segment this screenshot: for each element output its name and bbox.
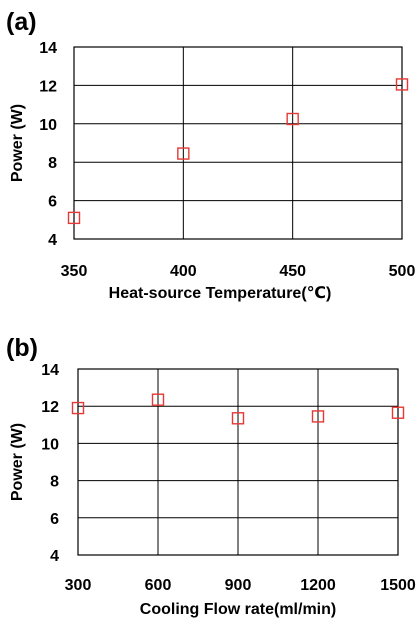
- chart-b: (b) 4 6 8 10 12 14 300 600 900 1200 1500 Cooling …: [6, 334, 416, 618]
- chart-a-points: [67, 78, 409, 225]
- x-tick-label: 900: [225, 577, 252, 594]
- data-point-marker: [177, 147, 190, 160]
- y-tick-label: 14: [41, 362, 59, 379]
- y-tick-label: 8: [50, 474, 59, 491]
- y-tick-label: 4: [48, 232, 57, 249]
- x-tick-label: 300: [65, 577, 92, 594]
- x-tick-label: 350: [61, 263, 88, 280]
- x-tick-label: 1200: [300, 577, 336, 594]
- chart-a: (a) 4 6 8 10 12 14 350 400 450 500 Heat-source T…: [6, 8, 415, 302]
- y-tick-label: 6: [48, 194, 57, 211]
- data-point-marker: [71, 401, 85, 415]
- x-tick-label: 500: [389, 263, 416, 280]
- chart-b-y-title: Power (W): [9, 423, 26, 501]
- y-tick-label: 10: [39, 117, 57, 134]
- chart-a-x-title: Heat-source Temperature(℃): [109, 285, 332, 302]
- chart-b-y-ticks: 4 6 8 10 12 14: [41, 362, 59, 565]
- x-tick-label: 600: [145, 577, 172, 594]
- panel-b-label: (b): [6, 334, 38, 362]
- x-tick-label: 400: [170, 263, 197, 280]
- y-tick-label: 6: [50, 511, 59, 528]
- chart-b-points: [71, 393, 405, 425]
- chart-a-y-title: Power (W): [9, 104, 26, 182]
- x-tick-label: 1500: [380, 577, 416, 594]
- y-tick-label: 4: [50, 548, 59, 565]
- chart-a-y-ticks: 4 6 8 10 12 14: [39, 40, 57, 249]
- chart-b-x-ticks: 300 600 900 1200 1500: [65, 577, 416, 594]
- data-point-marker: [286, 112, 299, 126]
- chart-b-plot-area: [77, 368, 399, 556]
- panel-a-label: (a): [6, 8, 37, 36]
- chart-a-plot-area: [73, 46, 403, 240]
- y-tick-label: 12: [41, 399, 59, 416]
- chart-b-x-title: Cooling Flow rate(ml/min): [140, 601, 336, 618]
- data-point-marker: [67, 211, 81, 225]
- y-tick-label: 8: [48, 155, 57, 172]
- data-point-marker: [231, 412, 245, 425]
- data-point-marker: [395, 78, 409, 91]
- y-tick-label: 14: [39, 40, 57, 57]
- data-point-marker: [151, 393, 165, 406]
- y-tick-label: 12: [39, 78, 57, 95]
- data-point-marker: [311, 410, 325, 423]
- y-tick-label: 10: [41, 436, 59, 453]
- chart-a-grid: [73, 46, 403, 240]
- chart-b-grid: [77, 368, 399, 556]
- data-point-marker: [391, 406, 405, 419]
- chart-a-x-ticks: 350 400 450 500: [61, 263, 416, 280]
- x-tick-label: 450: [279, 263, 306, 280]
